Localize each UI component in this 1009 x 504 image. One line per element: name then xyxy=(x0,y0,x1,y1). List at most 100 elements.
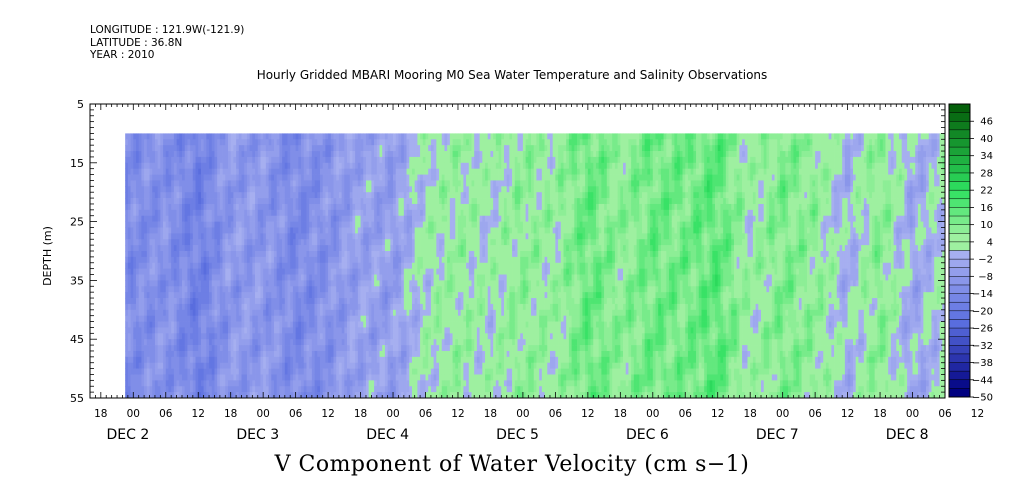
heatmap-cell xyxy=(298,174,302,181)
heatmap-cell xyxy=(238,156,242,164)
heatmap-cell xyxy=(287,239,291,246)
heatmap-cell xyxy=(157,303,161,311)
heatmap-cell xyxy=(195,339,199,346)
heatmap-cell xyxy=(409,368,413,375)
heatmap-cell xyxy=(173,327,177,334)
heatmap-cell xyxy=(246,192,250,199)
heatmap-cell xyxy=(344,256,348,264)
heatmap-cell xyxy=(420,151,424,158)
heatmap-cell xyxy=(309,256,313,264)
heatmap-cell xyxy=(328,174,332,181)
heatmap-cell xyxy=(149,374,153,381)
heatmap-cell xyxy=(255,162,259,170)
heatmap-cell xyxy=(206,380,210,387)
heatmap-cell xyxy=(138,221,142,228)
heatmap-cell xyxy=(344,303,348,311)
heatmap-cell xyxy=(192,145,196,152)
heatmap-cell xyxy=(227,168,232,175)
heatmap-cell xyxy=(344,268,348,275)
heatmap-cell xyxy=(222,251,226,258)
heatmap-cell xyxy=(176,156,180,164)
heatmap-cell xyxy=(328,380,332,387)
heatmap-cell xyxy=(184,209,188,217)
heatmap-cell xyxy=(271,356,275,364)
heatmap-cell xyxy=(292,192,296,199)
heatmap-cell xyxy=(371,198,375,205)
heatmap-cell xyxy=(214,321,218,328)
heatmap-cell xyxy=(146,345,150,352)
heatmap-cell xyxy=(157,186,161,193)
heatmap-cell xyxy=(319,162,324,170)
heatmap-cell xyxy=(406,309,410,317)
heatmap-cell xyxy=(268,339,272,346)
heatmap-cell xyxy=(206,298,210,305)
heatmap-cell xyxy=(371,215,375,222)
heatmap-cell xyxy=(160,280,164,287)
heatmap-cell xyxy=(279,350,283,358)
heatmap-cell xyxy=(241,292,245,299)
heatmap-cell xyxy=(238,303,242,311)
heatmap-cell xyxy=(371,356,375,364)
heatmap-cell xyxy=(414,292,418,299)
heatmap-cell xyxy=(349,168,353,175)
heatmap-cell xyxy=(217,227,221,234)
heatmap-cell xyxy=(417,362,421,369)
heatmap-cell xyxy=(390,386,394,393)
heatmap-cell xyxy=(349,392,353,399)
heatmap-cell xyxy=(263,174,267,181)
heatmap-cell xyxy=(306,180,310,187)
heatmap-cell xyxy=(203,186,207,193)
heatmap-cell xyxy=(138,156,142,164)
heatmap-cell xyxy=(211,327,215,334)
heatmap-cell xyxy=(344,239,348,246)
heatmap-cell xyxy=(187,174,191,181)
heatmap-cell xyxy=(200,380,204,387)
heatmap-cell xyxy=(382,168,386,175)
heatmap-cell xyxy=(206,151,210,158)
heatmap-cell xyxy=(420,327,424,334)
heatmap-cell xyxy=(244,368,248,375)
heatmap-cell xyxy=(371,350,375,358)
heatmap-cell xyxy=(360,145,364,152)
heatmap-cell xyxy=(368,174,372,181)
heatmap-cell xyxy=(395,168,399,175)
heatmap-cell xyxy=(347,198,351,205)
heatmap-cell xyxy=(252,315,256,322)
heatmap-cell xyxy=(374,168,378,175)
heatmap-cell xyxy=(165,203,169,211)
heatmap-cell xyxy=(347,356,351,364)
heatmap-cell xyxy=(171,292,175,299)
heatmap-cell xyxy=(157,362,161,369)
heatmap-cell xyxy=(168,380,172,387)
heatmap-cell xyxy=(246,262,250,269)
heatmap-cell xyxy=(252,350,256,358)
heatmap-cell xyxy=(406,209,410,217)
heatmap-cell xyxy=(417,239,421,246)
heatmap-cell xyxy=(328,186,332,193)
heatmap-cell xyxy=(198,350,202,358)
heatmap-cell xyxy=(268,151,272,158)
heatmap-cell xyxy=(209,339,213,346)
heatmap-cell xyxy=(214,292,218,299)
heatmap-cell xyxy=(181,227,186,234)
heatmap-cell xyxy=(290,256,294,264)
heatmap-cell xyxy=(403,215,407,222)
heatmap-cell xyxy=(268,209,272,217)
heatmap-cell xyxy=(336,368,340,375)
heatmap-cell xyxy=(390,262,394,269)
heatmap-cell xyxy=(355,368,359,375)
heatmap-cell xyxy=(406,386,410,393)
heatmap-cell xyxy=(390,227,394,234)
heatmap-cell xyxy=(179,286,183,293)
heatmap-cell xyxy=(398,233,402,240)
heatmap-cell xyxy=(347,262,351,269)
heatmap-cell xyxy=(306,221,310,228)
heatmap-cell xyxy=(363,221,367,228)
heatmap-cell xyxy=(136,309,140,317)
heatmap-cell xyxy=(273,350,278,358)
heatmap-cell xyxy=(411,298,416,305)
heatmap-cell xyxy=(203,168,207,175)
heatmap-cell xyxy=(409,209,413,217)
heatmap-cell xyxy=(384,203,388,211)
heatmap-cell xyxy=(417,309,421,317)
